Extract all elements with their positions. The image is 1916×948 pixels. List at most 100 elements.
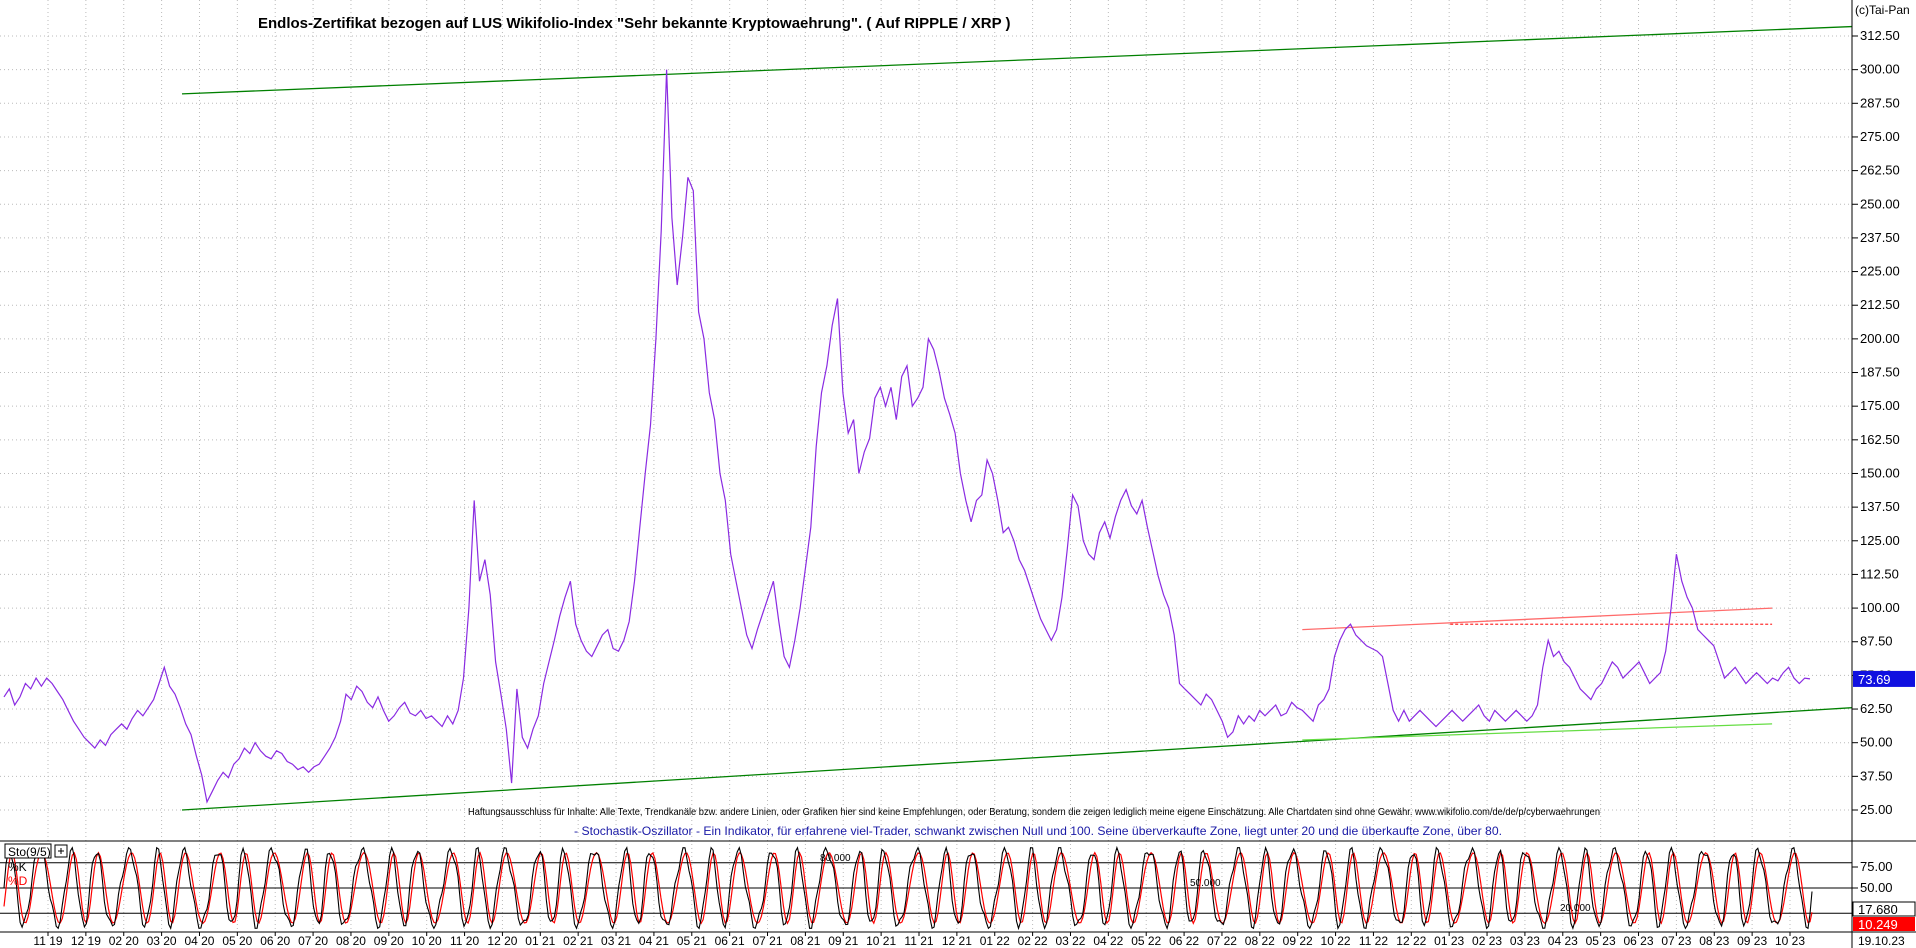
x-tick-label: 04 21 bbox=[639, 934, 669, 948]
stochastic-level-label: 80.000 bbox=[820, 853, 851, 864]
legend-k: %K bbox=[8, 860, 27, 874]
y-tick-label: 62.50 bbox=[1860, 701, 1893, 716]
y-tick-label: 87.50 bbox=[1860, 634, 1893, 649]
y-tick-label: 225.00 bbox=[1860, 264, 1900, 279]
y-tick-label: 100.00 bbox=[1860, 600, 1900, 615]
x-tick-label: 12 19 bbox=[71, 934, 101, 948]
y-tick-label: 200.00 bbox=[1860, 331, 1900, 346]
x-tick-label: 07 23 bbox=[1661, 934, 1691, 948]
y-tick-label: 287.50 bbox=[1860, 95, 1900, 110]
stochastic-level-label: 50.000 bbox=[1190, 878, 1221, 889]
x-tick-label: 04 23 bbox=[1548, 934, 1578, 948]
x-tick-label: 04 20 bbox=[184, 934, 214, 948]
stochastic-k-badge: 17.680 bbox=[1852, 901, 1916, 917]
x-tick-label: 09 23 bbox=[1737, 934, 1767, 948]
y-tick-label: 250.00 bbox=[1860, 196, 1900, 211]
trendlines bbox=[181, 25, 1853, 811]
copyright-label: (c)Tai-Pan bbox=[1855, 3, 1910, 17]
trendline bbox=[181, 25, 1853, 95]
x-tick-label: 02 22 bbox=[1018, 934, 1048, 948]
y-tick-label: 125.00 bbox=[1860, 533, 1900, 548]
x-tick-label: 12 20 bbox=[487, 934, 517, 948]
x-tick-label: 06 22 bbox=[1169, 934, 1199, 948]
x-tick-label: 03 23 bbox=[1510, 934, 1540, 948]
date-label: 19.10.23 bbox=[1858, 934, 1905, 948]
x-tick-label: 05 20 bbox=[222, 934, 252, 948]
x-tick-label: 07 20 bbox=[298, 934, 328, 948]
stochastic-d-badge: 10.249 bbox=[1853, 917, 1915, 932]
legend-d: %D bbox=[8, 874, 28, 888]
x-tick-label: 02 20 bbox=[109, 934, 139, 948]
y-tick-label: 212.50 bbox=[1860, 297, 1900, 312]
x-tick-label: 02 23 bbox=[1472, 934, 1502, 948]
y-tick-label: 112.50 bbox=[1860, 566, 1899, 581]
indicator-label-box[interactable]: Sto(9/5) bbox=[4, 843, 52, 859]
stochastic-y-ticks: 75.00 50.00 bbox=[1852, 859, 1893, 895]
x-tick-label: 01 21 bbox=[525, 934, 555, 948]
trendline bbox=[1302, 607, 1773, 631]
x-tick-label: 05 22 bbox=[1131, 934, 1161, 948]
x-tick-label: 02 21 bbox=[563, 934, 593, 948]
stochastic-k-value: 17.680 bbox=[1858, 902, 1898, 917]
x-tick-label: 08 22 bbox=[1245, 934, 1275, 948]
x-tick-label: 12 21 bbox=[942, 934, 972, 948]
x-axis-ticks: 11 19 12 19 02 20 03 20 04 20 05 20 06 20 07 20… bbox=[33, 932, 1805, 948]
y-tick-label: 175.00 bbox=[1860, 398, 1900, 413]
y-tick-label: 137.50 bbox=[1860, 499, 1900, 514]
y-tick-label: 275.00 bbox=[1860, 129, 1900, 144]
stochastic-k-line bbox=[3, 845, 1813, 931]
x-tick-label: 10 21 bbox=[866, 934, 896, 948]
x-tick-label: 01 22 bbox=[980, 934, 1010, 948]
x-tick-label: 08 21 bbox=[790, 934, 820, 948]
x-tick-label: 10 22 bbox=[1321, 934, 1351, 948]
x-tick-label: 06 21 bbox=[715, 934, 745, 948]
x-tick-label: 10 23 bbox=[1775, 934, 1805, 948]
indicator-label: Sto(9/5) bbox=[8, 845, 51, 859]
x-tick-label: 11 22 bbox=[1359, 934, 1388, 948]
x-tick-label: 06 23 bbox=[1624, 934, 1654, 948]
y-tick-label: 262.50 bbox=[1860, 163, 1900, 178]
stochastic-y-tick-label: 50.00 bbox=[1860, 880, 1893, 895]
stochastic-description: - Stochastik-Oszillator - Ein Indikator,… bbox=[574, 824, 1502, 838]
x-tick-label: 06 20 bbox=[260, 934, 290, 948]
x-tick-label: 08 23 bbox=[1699, 934, 1729, 948]
y-tick-label: 162.50 bbox=[1860, 432, 1900, 447]
stochastic-d-value: 10.249 bbox=[1858, 917, 1898, 932]
x-tick-label: 01 23 bbox=[1434, 934, 1464, 948]
main-grid bbox=[0, 0, 1852, 932]
last-value-label: 73.69 bbox=[1858, 672, 1891, 687]
y-tick-label: 37.50 bbox=[1860, 768, 1893, 783]
y-tick-label: 187.50 bbox=[1860, 365, 1900, 380]
stochastic-level-label: 20.000 bbox=[1560, 903, 1591, 914]
x-tick-label: 09 22 bbox=[1283, 934, 1313, 948]
expand-icon[interactable] bbox=[54, 844, 68, 858]
x-tick-label: 04 22 bbox=[1093, 934, 1123, 948]
stochastic-d-line bbox=[3, 851, 1813, 925]
price-series-line bbox=[3, 69, 1811, 804]
y-tick-label: 150.00 bbox=[1860, 465, 1900, 480]
y-tick-label: 237.50 bbox=[1860, 230, 1900, 245]
x-tick-label: 07 21 bbox=[753, 934, 783, 948]
y-tick-label: 25.00 bbox=[1860, 802, 1893, 817]
x-tick-label: 03 22 bbox=[1055, 934, 1085, 948]
chart-title: Endlos-Zertifikat bezogen auf LUS Wikifo… bbox=[258, 15, 1011, 32]
x-tick-label: 07 22 bbox=[1207, 934, 1237, 948]
x-tick-label: 10 20 bbox=[412, 934, 442, 948]
last-value-badge: 73.69 bbox=[1853, 670, 1915, 687]
disclaimer-text: Haftungsausschluss für Inhalte: Alle Tex… bbox=[468, 807, 1600, 818]
x-tick-label: 09 21 bbox=[828, 934, 858, 948]
x-tick-label: 05 21 bbox=[677, 934, 707, 948]
trendline bbox=[181, 707, 1853, 811]
y-axis-ticks: 312.50 300.00 287.50 275.00 262.50 250.00 237.… bbox=[1852, 28, 1900, 817]
x-tick-label: 11 21 bbox=[904, 934, 933, 948]
x-tick-label: 03 20 bbox=[147, 934, 177, 948]
x-tick-label: 11 20 bbox=[450, 934, 479, 948]
trendline bbox=[1302, 723, 1773, 741]
y-tick-label: 50.00 bbox=[1860, 735, 1893, 750]
y-tick-label: 300.00 bbox=[1860, 62, 1900, 77]
y-tick-label: 312.50 bbox=[1860, 28, 1900, 43]
x-tick-label: 05 23 bbox=[1586, 934, 1616, 948]
stochastic-y-tick-label: 75.00 bbox=[1860, 859, 1893, 874]
x-tick-label: 08 20 bbox=[336, 934, 366, 948]
